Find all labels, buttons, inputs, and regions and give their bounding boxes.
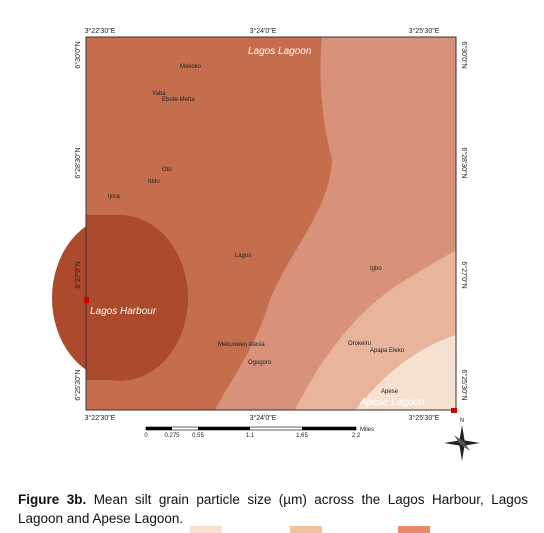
right-tick-label: 6°28'30"N bbox=[460, 147, 468, 178]
place-label: Ogogoro bbox=[248, 360, 272, 366]
place-label: Igbo bbox=[370, 266, 382, 272]
place-label: Yaba bbox=[152, 91, 166, 97]
caption-label: Figure 3b. bbox=[18, 492, 87, 507]
labels: 3°22'30"E 3°22'30"E 3°24'0"E 3°24'0"E 3°25'3… bbox=[74, 27, 468, 439]
place-label: Makoko bbox=[180, 64, 202, 70]
left-tick-label: 6°28'30"N bbox=[74, 147, 82, 178]
left-tick-label: 6°25'30"N bbox=[74, 369, 82, 400]
scale-tick-label: 2.2 bbox=[352, 433, 361, 439]
right-tick-label: 6°27'0"N bbox=[460, 261, 468, 288]
water-label: Apese Lagoon bbox=[359, 397, 425, 408]
zone-darkest bbox=[86, 215, 126, 380]
legend-swatch bbox=[190, 526, 222, 533]
caption-text: Mean silt grain particle size (µm) acros… bbox=[18, 492, 528, 526]
place-label: Ebute-Metta bbox=[162, 97, 195, 103]
bottom-tick-label: 3°22'30"E bbox=[85, 414, 116, 422]
map-frame bbox=[85, 36, 457, 411]
scale-tick-label: 0.275 bbox=[164, 433, 180, 439]
top-tick-label: 3°25'30"E bbox=[409, 27, 440, 35]
top-tick-label: 3°24'0"E bbox=[250, 27, 277, 35]
water-label: Lagos Harbour bbox=[90, 306, 157, 317]
legend-swatch bbox=[290, 526, 322, 533]
scale-tick-label: 1.65 bbox=[296, 433, 308, 439]
place-label: Mekunwen Alasia bbox=[218, 342, 265, 348]
map: 3°22'30"E 3°22'30"E 3°24'0"E 3°24'0"E 3°25'3… bbox=[52, 27, 480, 461]
legend-swatch bbox=[398, 526, 430, 533]
bottom-tick-label: 3°25'30"E bbox=[409, 414, 440, 422]
left-tick-label: 6°27'0"N bbox=[74, 261, 82, 288]
scale-bar bbox=[145, 426, 357, 431]
zone-lightest bbox=[355, 335, 456, 410]
marker bbox=[84, 297, 89, 303]
compass-label: N bbox=[460, 418, 464, 424]
right-tick-label: 6°25'30"N bbox=[460, 369, 468, 400]
place-label: Apapa Eleko bbox=[370, 348, 405, 354]
caption: Figure 3b. Mean silt grain particle size… bbox=[18, 490, 528, 528]
top-tick-label: 3°22'30"E bbox=[85, 27, 116, 35]
place-label: Oto bbox=[162, 167, 172, 173]
scale-tick-label: 1.1 bbox=[246, 433, 255, 439]
scale-tick-label: 0 bbox=[144, 433, 148, 439]
bottom-tick-label: 3°24'0"E bbox=[250, 414, 277, 422]
place-label: Iddo bbox=[148, 179, 160, 185]
right-tick-label: 6°30'0"N bbox=[460, 41, 468, 68]
place-label: Apese bbox=[381, 389, 399, 395]
compass bbox=[444, 425, 480, 461]
place-label: Ijora bbox=[108, 194, 120, 200]
scale-unit: Miles bbox=[360, 427, 374, 433]
scale-tick-label: 0.55 bbox=[192, 433, 204, 439]
marker bbox=[451, 408, 457, 413]
left-tick-label: 6°30'0"N bbox=[74, 41, 82, 68]
water-label: Lagos Lagoon bbox=[248, 46, 312, 57]
place-label: Lagos bbox=[235, 253, 251, 259]
place-label: Orokeiru bbox=[348, 341, 371, 347]
